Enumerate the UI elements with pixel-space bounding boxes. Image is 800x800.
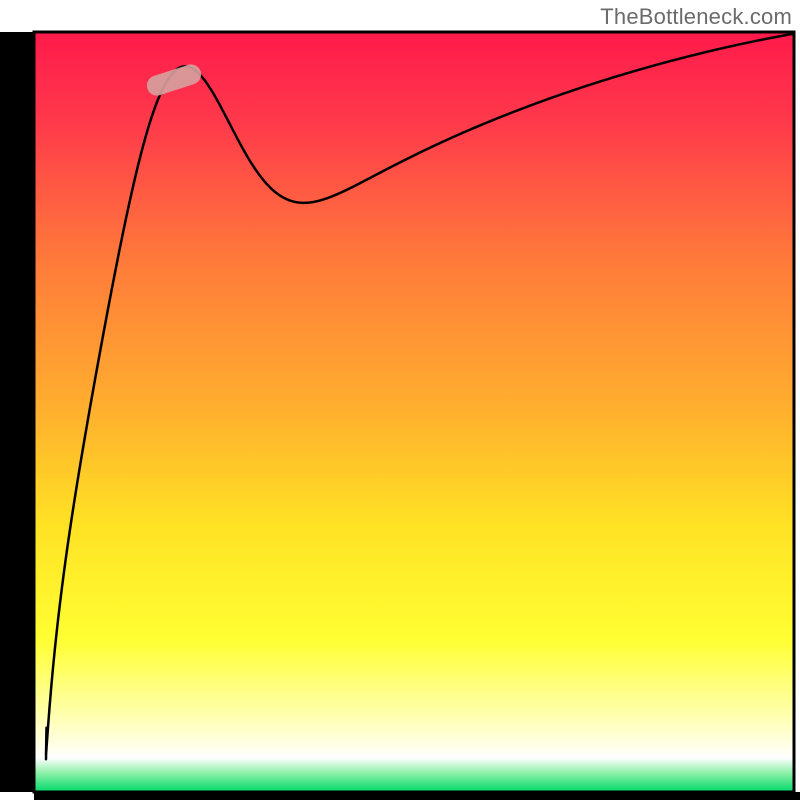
plot-background: [34, 32, 794, 792]
bottleneck-chart: TheBottleneck.com: [0, 0, 800, 800]
chart-svg: [0, 0, 800, 800]
watermark-text: TheBottleneck.com: [600, 4, 792, 30]
left-axis-band: [0, 32, 34, 792]
